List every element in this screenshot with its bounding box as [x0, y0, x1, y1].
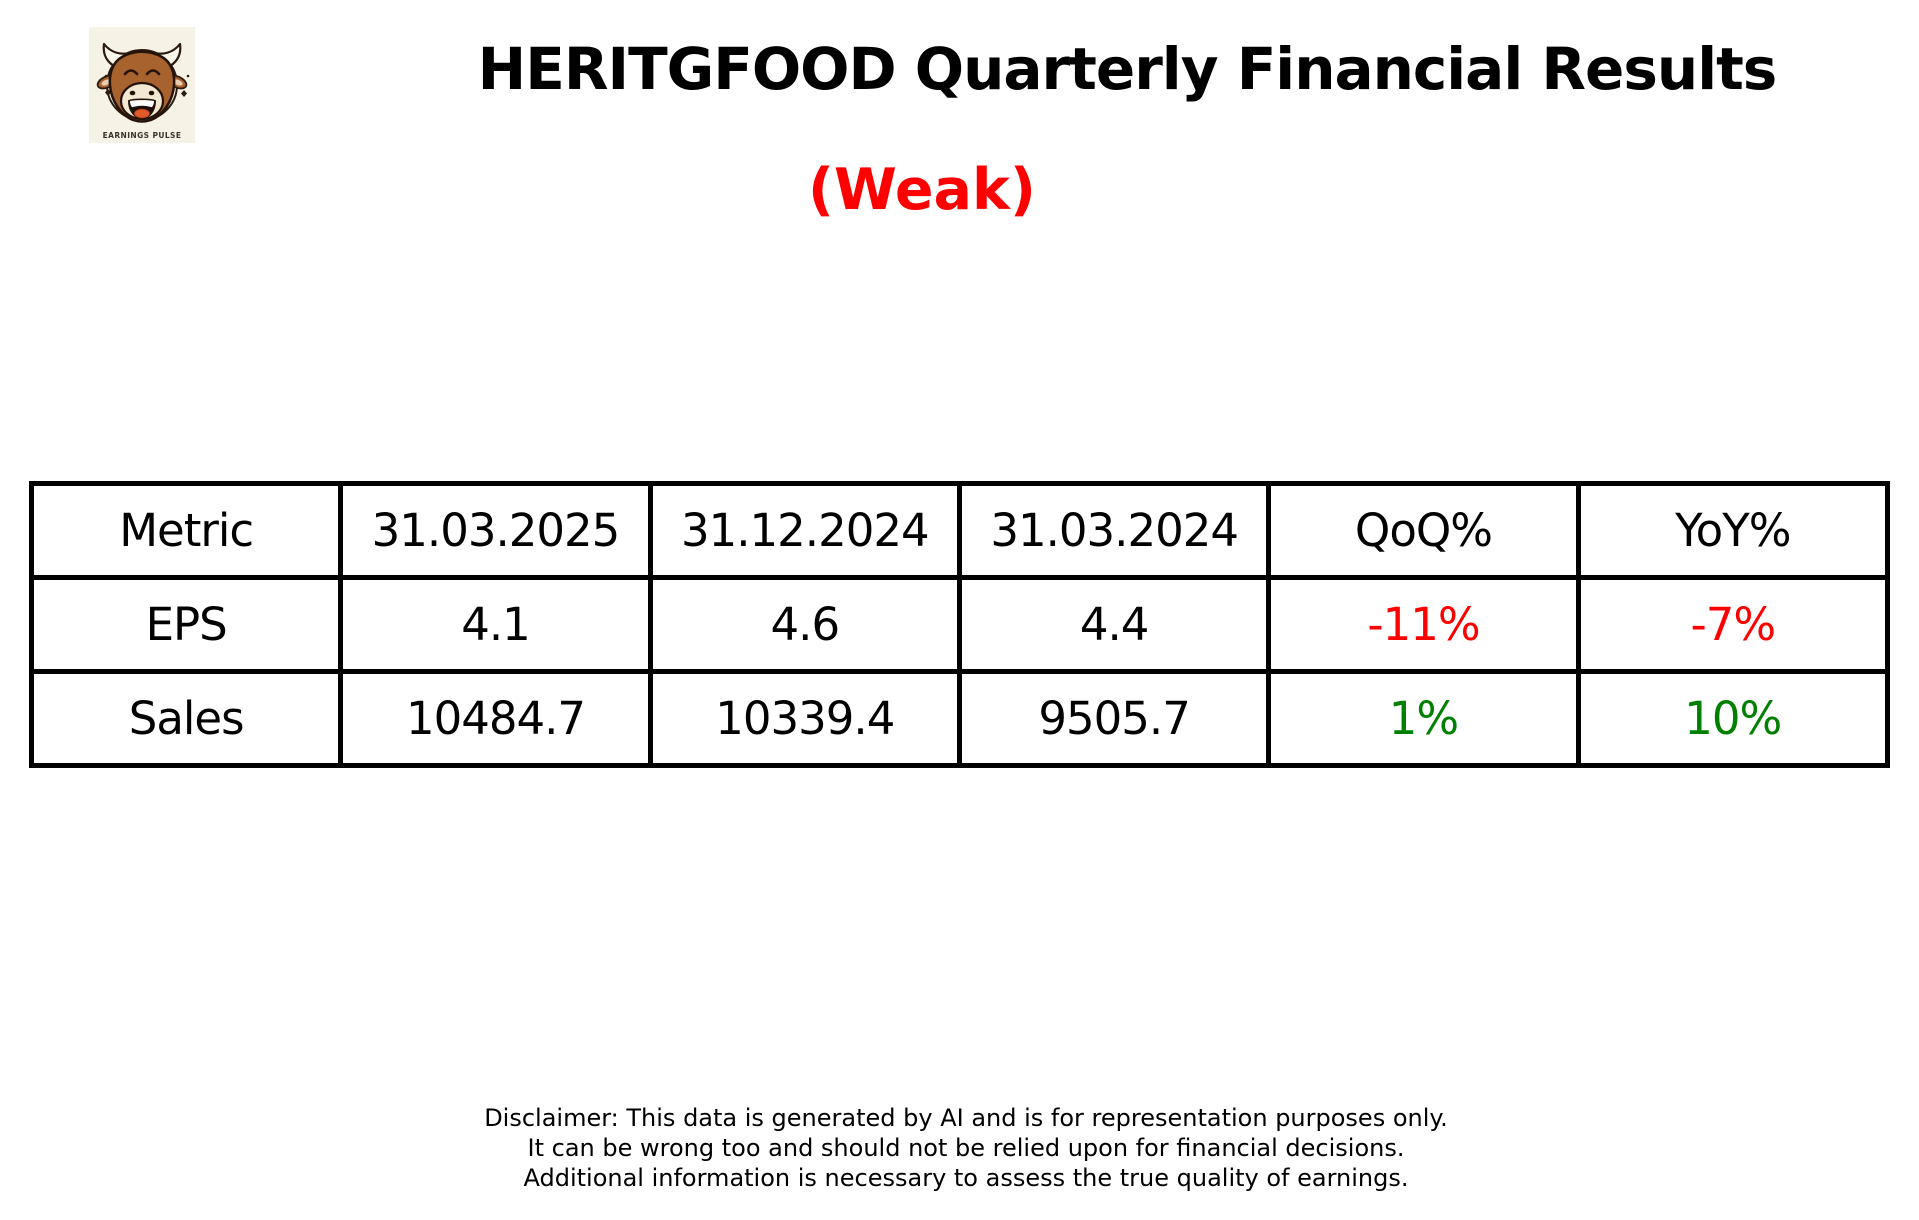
- col-header-31-12-2024: 31.12.2024: [647, 481, 962, 580]
- financial-results-table: Metric 31.03.2025 31.12.2024 31.03.2024 …: [28, 481, 1891, 768]
- cell-sales-q1: 10484.7: [338, 669, 653, 768]
- cell-eps-q3: 4.4: [956, 575, 1272, 674]
- cell-sales-q2: 10339.4: [647, 669, 962, 768]
- cell-sales-q3: 9505.7: [956, 669, 1272, 768]
- bull-icon: EARNINGS PULSE: [89, 27, 195, 143]
- col-header-31-03-2025: 31.03.2025: [338, 481, 653, 580]
- cell-eps-yoy: -7%: [1575, 575, 1891, 674]
- col-header-yoy: YoY%: [1575, 481, 1891, 580]
- cell-sales-metric: Sales: [28, 669, 344, 768]
- disclaimer-line-3: Additional information is necessary to a…: [523, 1164, 1409, 1192]
- col-header-metric: Metric: [28, 481, 344, 580]
- cell-eps-q1: 4.1: [338, 575, 653, 674]
- table-row-eps: EPS 4.1 4.6 4.4 -11% -7%: [28, 575, 1891, 674]
- earnings-pulse-logo: EARNINGS PULSE: [89, 27, 195, 143]
- disclaimer-line-1: Disclaimer: This data is generated by AI…: [484, 1104, 1448, 1132]
- disclaimer-line-2: It can be wrong too and should not be re…: [527, 1134, 1405, 1162]
- table-row-sales: Sales 10484.7 10339.4 9505.7 1% 10%: [28, 669, 1891, 768]
- cell-eps-q2: 4.6: [647, 575, 962, 674]
- col-header-qoq: QoQ%: [1266, 481, 1581, 580]
- verdict-label: (Weak): [808, 157, 1036, 223]
- disclaimer: Disclaimer: This data is generated by AI…: [484, 1103, 1448, 1193]
- table-header-row: Metric 31.03.2025 31.12.2024 31.03.2024 …: [28, 481, 1891, 580]
- cell-sales-qoq: 1%: [1266, 669, 1581, 768]
- page-title: HERITGFOOD Quarterly Financial Results: [477, 35, 1778, 103]
- cell-sales-yoy: 10%: [1575, 669, 1891, 768]
- col-header-31-03-2024: 31.03.2024: [956, 481, 1272, 580]
- logo-brand-text: EARNINGS PULSE: [103, 131, 182, 140]
- cell-eps-qoq: -11%: [1266, 575, 1581, 674]
- cell-eps-metric: EPS: [28, 575, 344, 674]
